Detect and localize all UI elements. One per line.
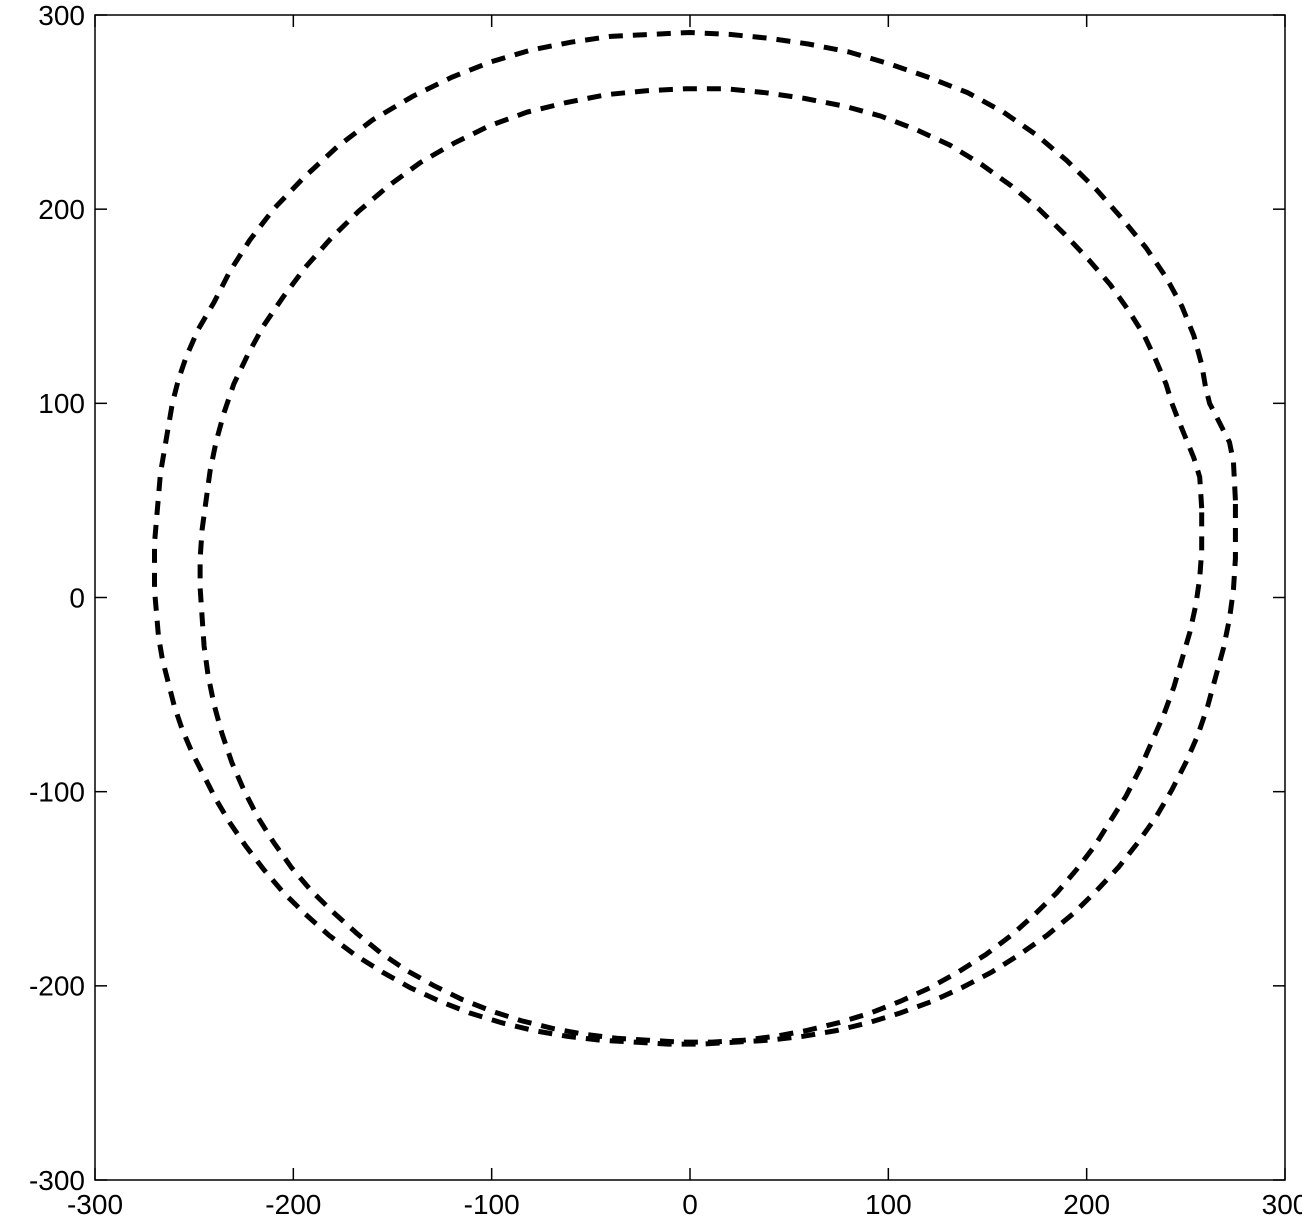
xtick-label: -100 <box>464 1189 520 1220</box>
ytick-label: -200 <box>29 971 85 1002</box>
chart-svg: -300-200-1000100200300-300-200-100010020… <box>0 0 1302 1232</box>
xtick-label: 100 <box>865 1189 912 1220</box>
ytick-label: 300 <box>38 0 85 31</box>
chart-bg <box>0 0 1302 1232</box>
ytick-label: -100 <box>29 776 85 807</box>
ytick-label: 200 <box>38 194 85 225</box>
ytick-label: 0 <box>69 582 85 613</box>
xtick-label: 300 <box>1262 1189 1302 1220</box>
chart-container: -300-200-1000100200300-300-200-100010020… <box>0 0 1302 1232</box>
ytick-label: -300 <box>29 1165 85 1196</box>
xtick-label: -200 <box>265 1189 321 1220</box>
xtick-label: 0 <box>682 1189 698 1220</box>
xtick-label: 200 <box>1063 1189 1110 1220</box>
ytick-label: 100 <box>38 388 85 419</box>
